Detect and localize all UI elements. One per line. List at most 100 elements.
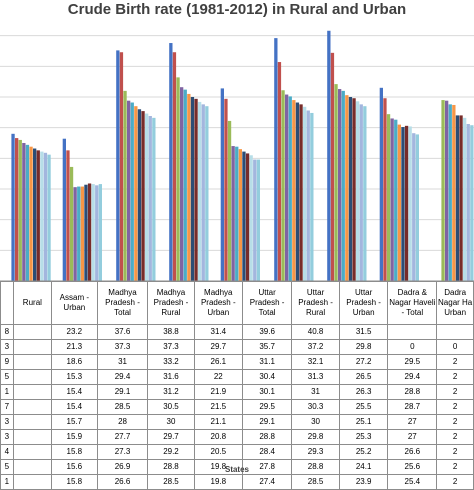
table-cell: 28.5	[291, 474, 340, 490]
bar	[66, 150, 70, 281]
table-cell: 2	[436, 369, 474, 385]
bar	[295, 102, 300, 281]
table-cell	[436, 324, 474, 340]
bar	[180, 87, 184, 281]
bar	[141, 111, 145, 281]
bar	[466, 123, 470, 281]
table-cell: 29.7	[193, 339, 244, 355]
bar	[292, 100, 296, 281]
bar	[299, 104, 303, 281]
bar	[77, 186, 81, 281]
bar	[220, 88, 224, 281]
bar	[253, 159, 257, 281]
table-cell: 31.4	[193, 324, 244, 340]
table-cell: 2	[436, 384, 474, 400]
table-cell	[12, 429, 53, 445]
table-cell: 27.4	[242, 474, 293, 490]
bar	[383, 98, 387, 281]
table-cell: 22	[193, 369, 244, 385]
table-cell: 15.4	[51, 399, 98, 415]
bar	[36, 150, 40, 281]
bar	[242, 151, 246, 281]
table-cell: 30	[291, 414, 340, 430]
bar	[274, 38, 278, 281]
bar	[408, 126, 412, 281]
bar	[80, 186, 84, 281]
table-cell: 29.5	[242, 399, 293, 415]
table-cell: 29.1	[242, 414, 293, 430]
table-cell: 2	[436, 444, 474, 460]
table-cell: 29.7	[147, 429, 195, 445]
table-cell: 28.8	[387, 384, 438, 400]
bar	[303, 106, 307, 281]
table-cell: 18.6	[51, 354, 98, 370]
table-row: 5 15.3 29.4 31.6 22 30.4 31.3 26.5 29.4 2	[0, 369, 474, 385]
bar	[345, 95, 349, 281]
bar	[386, 114, 391, 281]
table-cell: 0	[436, 339, 474, 355]
table-cell: 31	[96, 354, 149, 370]
table-cell	[12, 339, 53, 355]
bar	[69, 166, 74, 281]
table-row: 1 15.8 26.6 28.5 19.8 27.4 28.5 23.9 25.4 2	[0, 474, 474, 490]
bar	[235, 146, 239, 281]
bar	[445, 100, 449, 281]
series-key-cell: 5	[0, 369, 14, 385]
table-row: 5 15.6 26.9 28.8 19.8 27.8 28.8 24.1 25.6 2	[0, 459, 474, 475]
category-group	[274, 38, 314, 281]
bar	[394, 119, 398, 281]
series-key-cell: 4	[0, 444, 14, 460]
table-cell: 26.3	[338, 384, 389, 400]
table-cell: 39.6	[242, 324, 293, 340]
table-cell: 28.4	[242, 444, 293, 460]
table-cell: 27.2	[338, 354, 389, 370]
bar	[249, 155, 253, 281]
category-group	[62, 138, 102, 281]
table-cell: 30.1	[242, 384, 293, 400]
table-row: 3 15.7 28 30 21.1 29.1 30 25.1 27 2	[0, 414, 474, 430]
table-cell: 37.3	[147, 339, 195, 355]
bar	[201, 104, 205, 281]
bar	[84, 184, 88, 281]
table-cell: 30.3	[291, 399, 340, 415]
table-cell: 31	[291, 384, 340, 400]
table-cell: 30	[147, 414, 195, 430]
bar	[29, 146, 33, 281]
table-cell	[12, 399, 53, 415]
bar	[134, 106, 138, 281]
bar	[198, 101, 202, 281]
table-cell: 37.6	[96, 324, 149, 340]
table-cell: 23.9	[338, 474, 389, 490]
table-cell: 25.2	[338, 444, 389, 460]
table-cell: 25.3	[338, 429, 389, 445]
category-group	[169, 43, 209, 281]
bar	[256, 159, 260, 281]
table-cell: 15.8	[51, 474, 98, 490]
bar	[25, 144, 30, 281]
bar	[310, 112, 314, 281]
table-header-cell: Rural	[12, 281, 53, 325]
table-row: 8 23.2 37.6 38.8 31.4 39.6 40.8 31.5	[0, 324, 474, 340]
category-group	[11, 133, 51, 281]
category-group	[327, 30, 367, 281]
table-cell: 2	[436, 354, 474, 370]
table-row: 1 15.4 29.1 31.2 21.9 30.1 31 26.3 28.8 2	[0, 384, 474, 400]
bar	[448, 104, 452, 281]
bar	[224, 98, 228, 281]
bar	[401, 127, 405, 281]
series-key-cell: 1	[0, 384, 14, 400]
bar	[281, 90, 285, 281]
bar	[11, 133, 15, 281]
bar	[330, 52, 335, 281]
table-cell: 29.4	[96, 369, 149, 385]
table-cell	[12, 444, 53, 460]
table-cell: 32.1	[291, 354, 340, 370]
table-cell	[12, 369, 53, 385]
bar	[172, 52, 177, 281]
bar	[95, 185, 99, 281]
bar	[62, 138, 66, 281]
table-cell: 31.6	[147, 369, 195, 385]
bar	[137, 109, 142, 281]
bar	[194, 98, 198, 281]
table-cell: 33.2	[147, 354, 195, 370]
